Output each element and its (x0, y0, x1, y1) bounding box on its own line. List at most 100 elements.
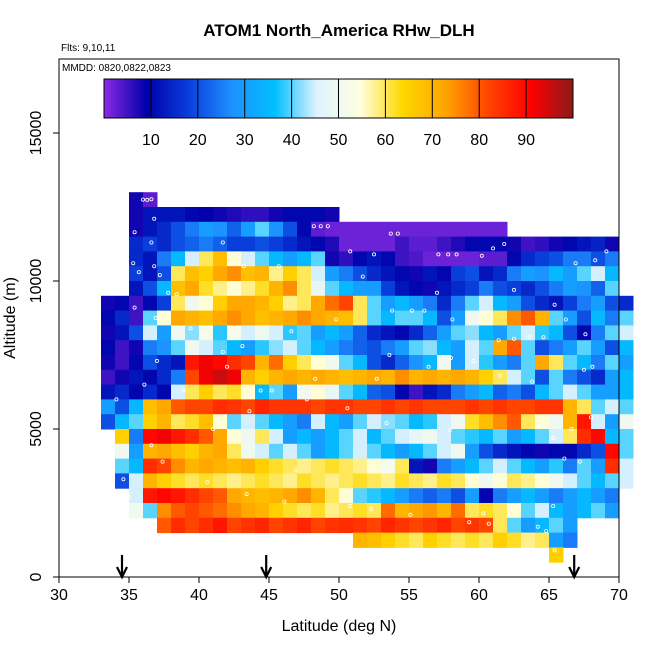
heatmap-cell (493, 488, 508, 504)
heatmap-cell (143, 207, 158, 223)
heatmap-cell (325, 251, 340, 267)
heatmap-cell (409, 414, 424, 430)
heatmap-cell (143, 355, 158, 371)
heatmap-cell (325, 429, 340, 445)
dates-label: MMDD: 0820,0822,0823 (62, 63, 171, 74)
heatmap-cell (199, 488, 214, 504)
heatmap-cell (423, 266, 438, 282)
heatmap-cell (339, 281, 354, 297)
heatmap-cell (381, 355, 396, 371)
heatmap-cell (381, 295, 396, 312)
sample-point (203, 333, 208, 338)
heatmap-cell (185, 399, 200, 415)
heatmap-cell (241, 266, 256, 282)
y-tick-label: 0 (28, 572, 45, 581)
sample-point (562, 456, 567, 461)
heatmap-cell (143, 443, 158, 460)
heatmap-cell (157, 384, 172, 400)
heatmap-cell (395, 517, 410, 534)
heatmap-cell (535, 295, 550, 312)
heatmap-cell (465, 399, 480, 415)
heatmap-cell (199, 266, 214, 282)
down-arrow-icon (568, 555, 581, 580)
heatmap-cell (213, 340, 228, 356)
heatmap-cell (549, 384, 564, 400)
sample-point (247, 409, 252, 414)
heatmap-cell (227, 236, 242, 252)
sample-point (538, 423, 543, 428)
heatmap-cell (521, 281, 536, 297)
heatmap-cell (437, 295, 452, 312)
heatmap-cell (563, 384, 578, 400)
heatmap-cell (185, 369, 200, 386)
heatmap-cell (409, 369, 424, 386)
heatmap-cell (339, 458, 354, 474)
heatmap-cell (171, 340, 186, 356)
colorbar-tick-label: 90 (517, 132, 535, 149)
heatmap-cell (535, 384, 550, 400)
heatmap-cell (563, 503, 578, 519)
heatmap-cell (591, 310, 606, 326)
heatmap-cell (311, 221, 326, 238)
heatmap-cell (101, 369, 116, 386)
heatmap-cell (619, 355, 634, 371)
heatmap-cell (423, 325, 438, 341)
heatmap-cell (577, 458, 592, 474)
heatmap-cell (507, 443, 522, 460)
heatmap-cell (101, 355, 116, 371)
heatmap-cell (549, 458, 564, 474)
heatmap-cell (311, 473, 326, 489)
heatmap-cell (325, 355, 340, 371)
heatmap-cell (381, 281, 396, 297)
heatmap-cell (283, 517, 298, 534)
heatmap-cell (213, 236, 228, 252)
heatmap-cell (367, 340, 382, 356)
heatmap-cell (157, 355, 172, 371)
heatmap-cell (479, 251, 494, 267)
heatmap-cell (311, 266, 326, 282)
heatmap-cell (311, 355, 326, 371)
heatmap-cell (535, 399, 550, 415)
heatmap-cell (353, 399, 368, 415)
sample-point (325, 224, 330, 229)
heatmap-cell (479, 399, 494, 415)
heatmap-cell (563, 399, 578, 415)
heatmap-cell (157, 443, 172, 460)
heatmap-cell (171, 369, 186, 386)
heatmap-cell (325, 399, 340, 415)
sample-point (240, 344, 245, 349)
heatmap-cell (157, 281, 172, 297)
heatmap-cell (143, 236, 158, 252)
heatmap-cell (185, 517, 200, 534)
heatmap-cell (269, 221, 284, 238)
heatmap-cell (409, 266, 424, 282)
sample-point (121, 477, 126, 482)
heatmap-cell (101, 310, 116, 326)
heatmap-cell (255, 488, 270, 504)
heatmap-cell (171, 473, 186, 489)
heatmap-cell (297, 266, 312, 282)
heatmap-cell (549, 295, 564, 312)
sample-point (496, 338, 501, 343)
sample-point (577, 459, 582, 464)
x-tick-label: 30 (50, 587, 68, 604)
heatmap-cell (311, 429, 326, 445)
sample-point (132, 305, 137, 310)
heatmap-cell (619, 369, 634, 386)
heatmap-cell (129, 281, 144, 297)
heatmap-cell (171, 488, 186, 504)
heatmap-cell (479, 414, 494, 430)
sample-point (434, 290, 439, 295)
heatmap-cell (437, 399, 452, 415)
heatmap-cell (409, 384, 424, 400)
heatmap-cell (339, 325, 354, 341)
heatmap-cell (283, 295, 298, 312)
heatmap-cell (395, 503, 410, 519)
heatmap-cell (381, 236, 396, 252)
sample-point (589, 415, 594, 420)
heatmap-cell (227, 369, 242, 386)
heatmap-cell (549, 473, 564, 489)
heatmap-cell (241, 384, 256, 400)
heatmap-cell (255, 443, 270, 460)
heatmap-cell (451, 488, 466, 504)
